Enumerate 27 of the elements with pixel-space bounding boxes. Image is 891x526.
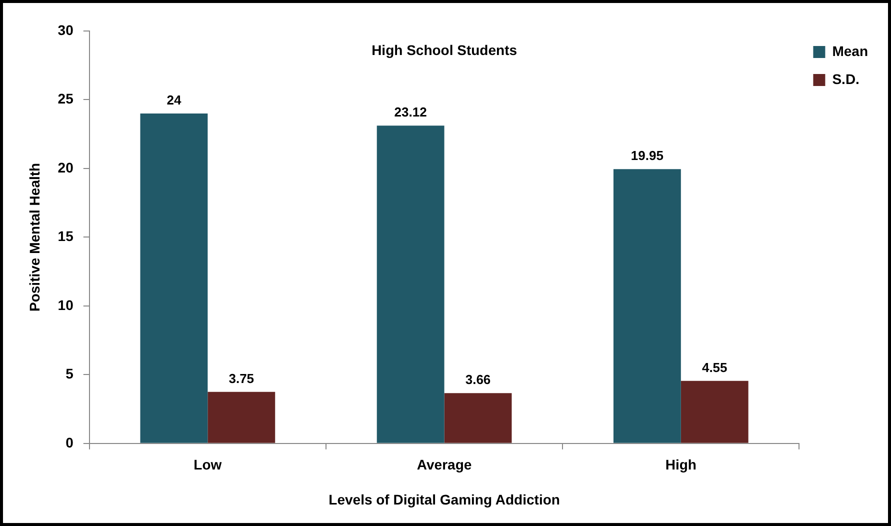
x-tick-label: Average	[416, 456, 472, 473]
y-tick-label: 15	[58, 228, 74, 244]
y-tick-label: 30	[58, 22, 74, 38]
x-tick-label: Low	[194, 456, 222, 473]
data-label: 23.12	[394, 104, 427, 120]
y-axis-title: Positive Mental Health	[26, 162, 42, 312]
bar	[208, 392, 276, 443]
legend-label: Mean	[832, 42, 868, 59]
bar	[613, 169, 681, 443]
bar	[680, 380, 748, 443]
data-label: 24	[166, 92, 182, 108]
y-tick-label: 10	[58, 296, 74, 313]
legend-label: S.D.	[832, 70, 860, 87]
data-label: 19.95	[630, 148, 664, 164]
x-axis-title: Levels of Digital Gaming Addiction	[328, 491, 560, 508]
text: High School Students	[372, 42, 518, 58]
y-tick-label: 0	[66, 434, 74, 450]
bar	[444, 393, 512, 443]
data-label: 3.75	[228, 370, 254, 386]
data-label: 3.66	[465, 372, 491, 388]
y-tick-label: 25	[58, 90, 74, 107]
y-tick-label: 20	[58, 159, 74, 176]
bar	[140, 113, 208, 443]
x-tick-label: High	[665, 456, 696, 473]
bar	[376, 126, 444, 443]
y-tick-label: 5	[66, 366, 74, 382]
data-label: 4.55	[702, 360, 728, 375]
